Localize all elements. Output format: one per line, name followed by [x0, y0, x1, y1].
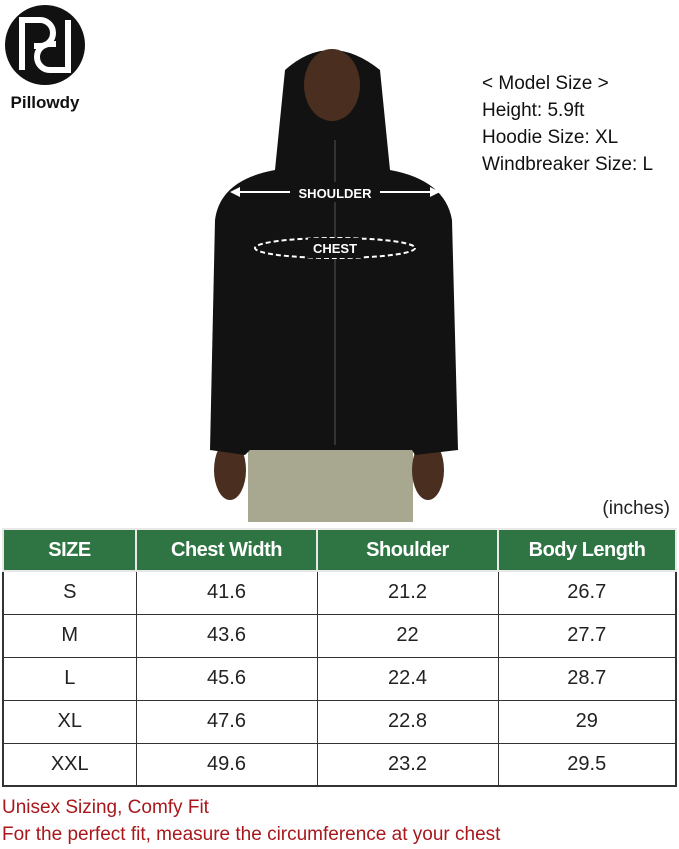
- model-head: [304, 49, 360, 121]
- brand-name: Pillowdy: [10, 93, 80, 112]
- table-cell: 43.6: [135, 613, 318, 658]
- table-row: XL 47.6 22.8 29: [2, 699, 677, 744]
- table-cell: 45.6: [135, 656, 318, 701]
- fit-note: For the perfect fit, measure the circumf…: [2, 824, 501, 845]
- table-cell: L: [2, 656, 137, 701]
- table-cell: 22: [316, 613, 499, 658]
- table-cell: 23.2: [316, 742, 499, 787]
- table-row: S 41.6 21.2 26.7: [2, 570, 677, 615]
- units-label: (inches): [602, 498, 670, 519]
- table-row: L 45.6 22.4 28.7: [2, 656, 677, 701]
- table-cell: 41.6: [135, 570, 318, 615]
- table-cell: 49.6: [135, 742, 318, 787]
- brand-logo: Pillowdy: [4, 4, 86, 113]
- table-cell: 26.7: [497, 570, 677, 615]
- model-photo: SHOULDER CHEST: [210, 49, 458, 522]
- table-cell: 22.8: [316, 699, 499, 744]
- model-windbreaker-size: Windbreaker Size: L: [482, 154, 654, 175]
- table-cell: 29.5: [497, 742, 677, 787]
- header-body-length: Body Length: [497, 528, 677, 572]
- table-cell: 22.4: [316, 656, 499, 701]
- header-chest-width: Chest Width: [135, 528, 318, 572]
- model-height: Height: 5.9ft: [482, 100, 585, 121]
- table-cell: 47.6: [135, 699, 318, 744]
- sizing-note: Unisex Sizing, Comfy Fit: [2, 797, 209, 818]
- table-header-row: SIZE Chest Width Shoulder Body Length: [2, 528, 677, 572]
- shoulder-label: SHOULDER: [299, 186, 373, 201]
- pillowdy-logo-icon: [5, 5, 85, 85]
- model-size-info: < Model Size > Height: 5.9ft Hoodie Size…: [482, 70, 653, 178]
- table-cell: 29: [497, 699, 677, 744]
- table-cell: 21.2: [316, 570, 499, 615]
- table-cell: M: [2, 613, 137, 658]
- model-hoodie-size: Hoodie Size: XL: [482, 127, 619, 148]
- chest-label: CHEST: [313, 241, 357, 256]
- table-cell: 27.7: [497, 613, 677, 658]
- header-shoulder: Shoulder: [316, 528, 499, 572]
- table-cell: S: [2, 570, 137, 615]
- table-cell: XXL: [2, 742, 137, 787]
- table-row: M 43.6 22 27.7: [2, 613, 677, 658]
- header-size: SIZE: [2, 528, 137, 572]
- model-size-heading: < Model Size >: [482, 73, 609, 94]
- table-row: XXL 49.6 23.2 29.5: [2, 742, 677, 787]
- table-cell: XL: [2, 699, 137, 744]
- table-cell: 28.7: [497, 656, 677, 701]
